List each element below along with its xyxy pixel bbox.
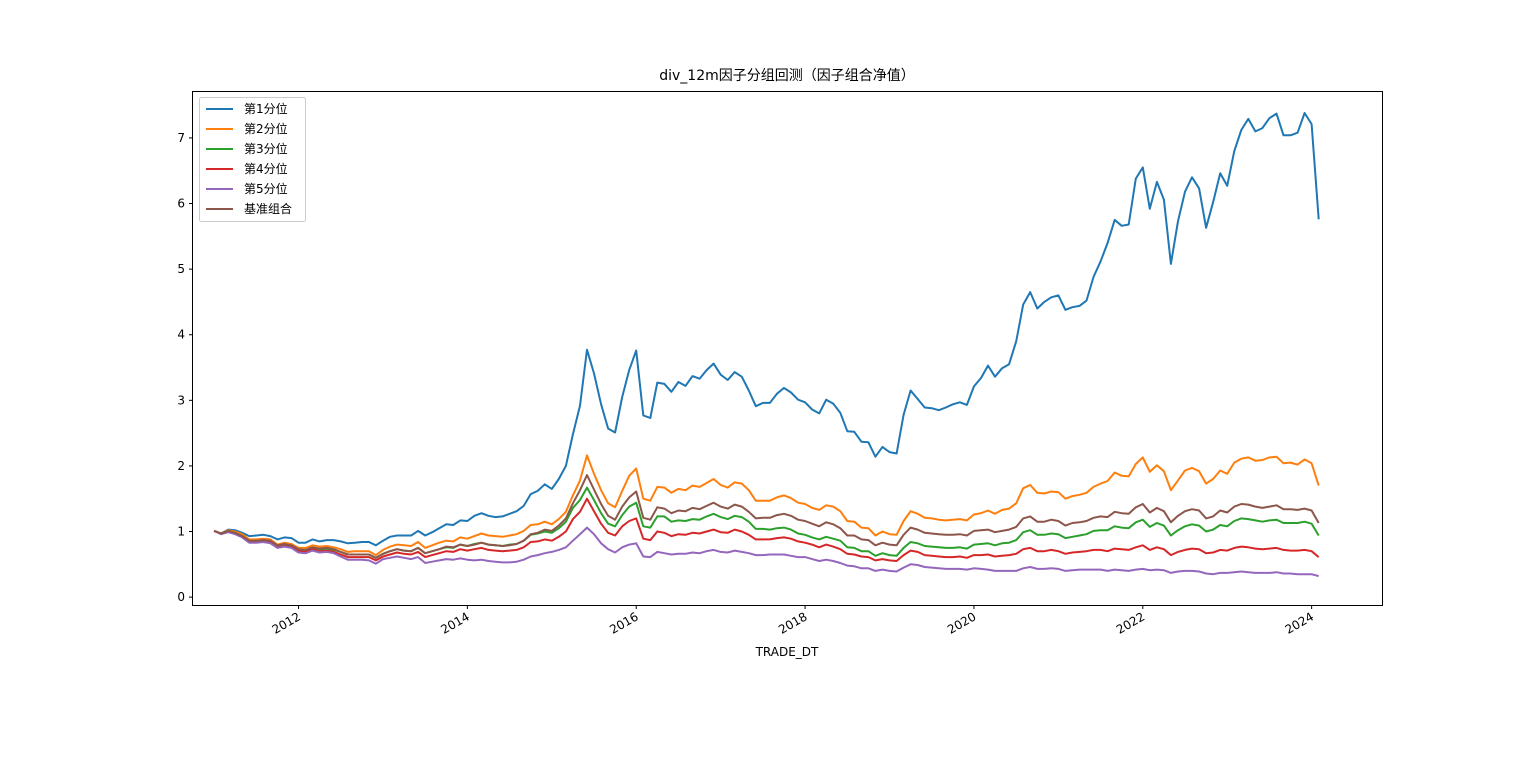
series-line-2 <box>213 454 1320 557</box>
y-tick-label: 7 <box>177 131 185 145</box>
series-line-1 <box>213 112 1320 547</box>
series-line-5 <box>213 526 1319 578</box>
x-axis-label: TRADE_DT <box>755 645 819 659</box>
y-tick-label: 4 <box>177 328 185 342</box>
legend-label: 第1分位 <box>244 101 288 116</box>
legend-label: 第4分位 <box>244 161 288 176</box>
plot-frame <box>192 91 1383 606</box>
y-tick-label: 1 <box>177 525 185 539</box>
legend-label: 基准组合 <box>244 201 292 216</box>
y-tick-label: 0 <box>177 590 185 604</box>
legend-label: 第2分位 <box>244 121 288 136</box>
series-line-6 <box>213 474 1320 559</box>
legend-label: 第5分位 <box>244 181 288 196</box>
y-tick-label: 3 <box>177 393 185 407</box>
legend-label: 第3分位 <box>244 141 288 156</box>
plot-area <box>213 112 1320 578</box>
y-tick-label: 6 <box>177 197 185 211</box>
series-line-4 <box>213 497 1320 562</box>
chart-title: div_12m因子分组回测（因子组合净值） <box>659 68 915 84</box>
y-tick-label: 5 <box>177 262 185 276</box>
y-tick-label: 2 <box>177 459 185 473</box>
